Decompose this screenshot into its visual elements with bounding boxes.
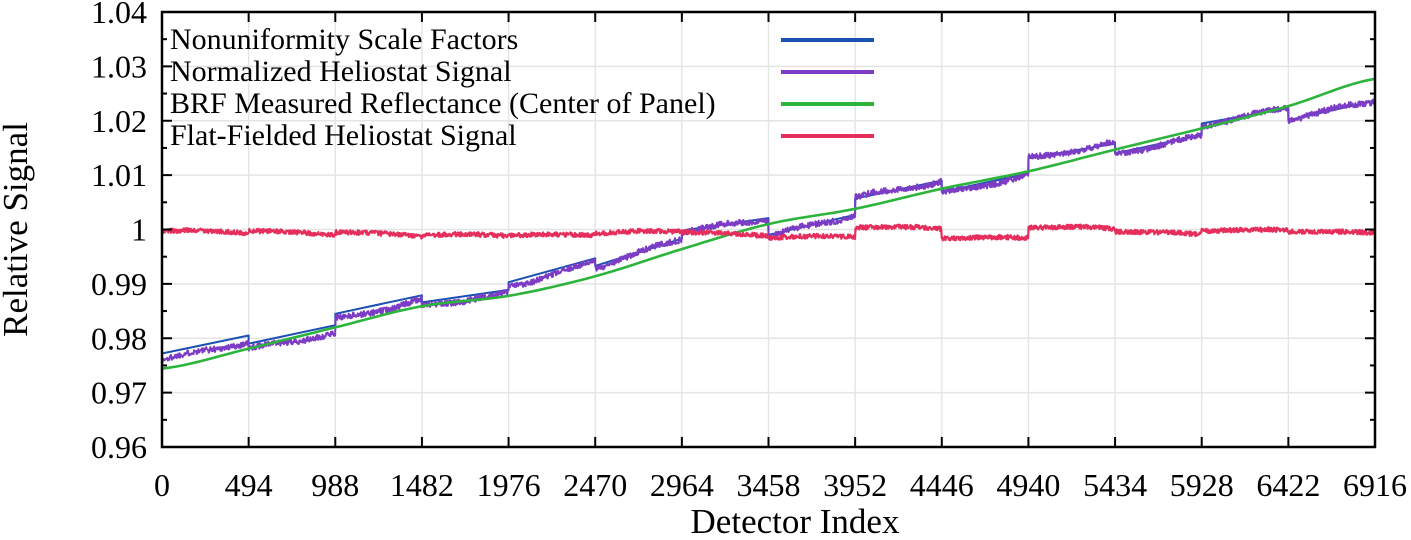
x-tick-label: 2470: [563, 467, 627, 503]
legend-item-label: Nonuniformity Scale Factors: [170, 23, 519, 56]
x-tick-label: 494: [225, 467, 273, 503]
legend-item: Nonuniformity Scale Factors: [170, 24, 874, 56]
y-tick-label: 1.03: [91, 48, 147, 84]
x-tick-label: 5434: [1083, 467, 1147, 503]
x-tick-label: 1976: [477, 467, 541, 503]
y-tick-label: 0.98: [91, 320, 147, 356]
y-tick-label: 1.01: [91, 157, 147, 193]
legend-item-label: Normalized Heliostat Signal: [170, 55, 512, 88]
y-tick-label: 1.02: [91, 103, 147, 139]
x-tick-label: 4940: [996, 467, 1060, 503]
x-tick-label: 2964: [650, 467, 714, 503]
x-tick-label: 1482: [390, 467, 454, 503]
y-tick-label: 1.04: [91, 0, 147, 30]
legend-item: Flat-Fielded Heliostat Signal: [170, 120, 874, 152]
legend-line-swatch: [781, 70, 874, 74]
legend-item: BRF Measured Reflectance (Center of Pane…: [170, 88, 874, 120]
x-tick-label: 988: [311, 467, 359, 503]
x-tick-label: 6422: [1256, 467, 1320, 503]
x-tick-label: 6916: [1343, 467, 1407, 503]
y-tick-label: 0.99: [91, 266, 147, 302]
x-tick-label: 3952: [823, 467, 887, 503]
legend-item: Normalized Heliostat Signal: [170, 56, 874, 88]
legend-item-label: BRF Measured Reflectance (Center of Pane…: [170, 87, 716, 120]
y-tick-label: 0.97: [91, 375, 147, 411]
series-normalized-heliostat-line: [161, 98, 1376, 364]
x-tick-label: 3458: [737, 467, 801, 503]
x-axis-title: Detector Index: [691, 502, 900, 540]
legend-line-swatch: [781, 134, 874, 138]
legend-line-swatch: [781, 102, 874, 106]
legend-line-swatch: [781, 38, 874, 42]
legend-item-label: Flat-Fielded Heliostat Signal: [170, 119, 517, 152]
x-tick-label: 0: [154, 467, 170, 503]
series-flat-fielded-heliostat-line: [160, 223, 1376, 242]
x-tick-label: 4446: [910, 467, 974, 503]
x-tick-label: 5928: [1170, 467, 1234, 503]
y-axis-title: Relative Signal: [0, 122, 35, 337]
series-brf-reflectance-line: [160, 77, 1377, 371]
y-tick-label: 0.96: [91, 429, 147, 465]
legend: Nonuniformity Scale Factors Normalized H…: [170, 24, 874, 152]
y-tick-label: 1: [131, 212, 147, 248]
